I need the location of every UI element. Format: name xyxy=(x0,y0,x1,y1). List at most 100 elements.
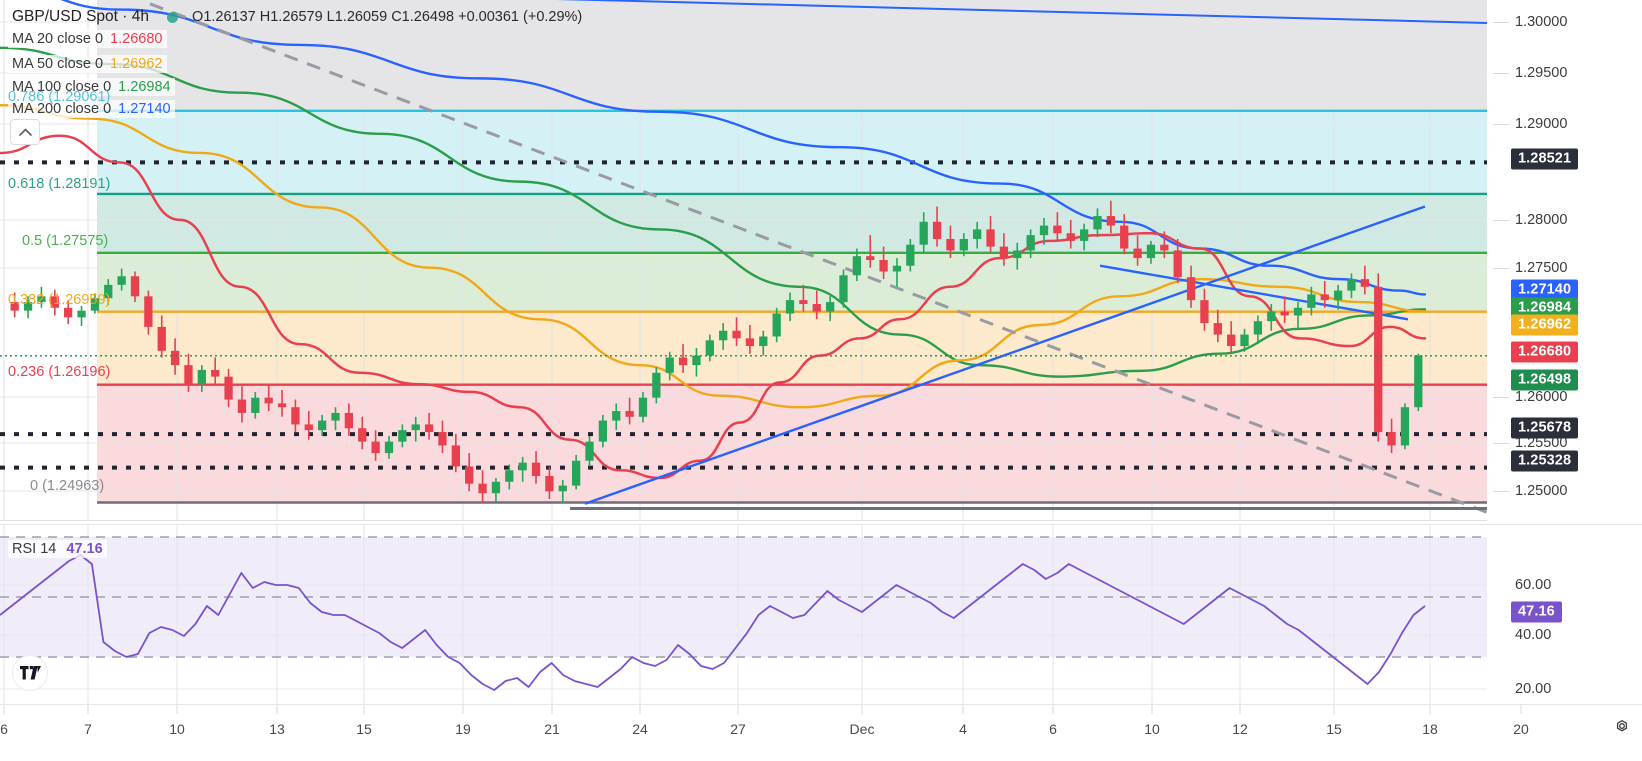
candlestick[interactable] xyxy=(251,397,260,413)
candlestick[interactable] xyxy=(1333,290,1343,301)
candlestick[interactable] xyxy=(465,466,474,484)
candlestick[interactable] xyxy=(1400,407,1410,446)
candlestick[interactable] xyxy=(946,238,955,251)
candlestick[interactable] xyxy=(264,397,273,404)
candlestick[interactable] xyxy=(665,357,674,373)
candlestick[interactable] xyxy=(1280,311,1289,316)
candlestick[interactable] xyxy=(879,260,888,272)
ma-legend-row[interactable]: MA 200 close 0 1.27140 xyxy=(8,100,175,118)
candlestick[interactable] xyxy=(130,276,140,297)
candlestick[interactable] xyxy=(451,445,460,467)
candlestick[interactable] xyxy=(371,441,380,454)
rsi-axis[interactable]: 60.00 40.00 20.00 47.16 xyxy=(1487,525,1642,705)
candlestick[interactable] xyxy=(211,369,220,377)
candlestick[interactable] xyxy=(812,303,821,312)
candlestick[interactable] xyxy=(398,430,407,442)
trendline-top[interactable] xyxy=(0,0,1487,24)
candlestick[interactable] xyxy=(852,256,862,276)
candlestick[interactable] xyxy=(1360,279,1369,287)
candlestick[interactable] xyxy=(652,372,661,398)
candlestick[interactable] xyxy=(424,424,434,433)
rsi-settings-gear-icon[interactable] xyxy=(1612,716,1632,736)
candlestick[interactable] xyxy=(612,411,621,421)
price-plot-area[interactable] xyxy=(0,0,1487,521)
candlestick[interactable] xyxy=(1320,294,1329,301)
price-axis-badge[interactable]: 1.26680 xyxy=(1511,341,1579,363)
candlestick[interactable] xyxy=(505,470,514,482)
candlestick[interactable] xyxy=(545,476,554,492)
collapse-pane-button[interactable] xyxy=(10,119,40,145)
candlestick[interactable] xyxy=(1146,244,1156,259)
price-axis-badge[interactable]: 1.25328 xyxy=(1511,450,1579,472)
price-axis[interactable]: 1.30000 1.29500 1.29000 1.28000 1.27500 1.260… xyxy=(1487,0,1642,520)
candlestick[interactable] xyxy=(1374,286,1383,433)
price-axis-badge[interactable]: 1.26962 xyxy=(1511,314,1579,336)
candlestick[interactable] xyxy=(986,229,995,247)
candlestick[interactable] xyxy=(1173,250,1182,278)
candlestick[interactable] xyxy=(518,462,527,471)
candlestick[interactable] xyxy=(104,284,113,299)
candlestick[interactable] xyxy=(1307,294,1316,308)
candlestick[interactable] xyxy=(705,340,714,356)
candlestick[interactable] xyxy=(1093,216,1102,230)
price-axis-badge[interactable]: 1.25678 xyxy=(1511,417,1579,439)
rsi-axis-badge[interactable]: 47.16 xyxy=(1511,601,1562,623)
candlestick[interactable] xyxy=(77,310,86,318)
trendline-descending-short[interactable] xyxy=(1099,264,1409,321)
candlestick[interactable] xyxy=(491,481,501,494)
candlestick[interactable] xyxy=(932,221,942,239)
candlestick[interactable] xyxy=(973,229,982,239)
candlestick[interactable] xyxy=(1267,311,1276,322)
candlestick[interactable] xyxy=(318,420,327,431)
candlestick[interactable] xyxy=(358,428,367,442)
candlestick[interactable] xyxy=(1253,321,1263,335)
rsi-legend-name[interactable]: RSI 14 xyxy=(12,541,57,557)
candlestick[interactable] xyxy=(638,397,648,417)
candlestick[interactable] xyxy=(1227,334,1236,347)
candlestick[interactable] xyxy=(23,302,33,311)
candlestick[interactable] xyxy=(197,369,206,385)
candlestick[interactable] xyxy=(906,244,915,266)
rsi-plot-area[interactable] xyxy=(0,525,1487,705)
candlestick[interactable] xyxy=(1053,225,1062,234)
candlestick[interactable] xyxy=(1213,323,1222,335)
candlestick[interactable] xyxy=(117,276,126,285)
candlestick[interactable] xyxy=(1200,300,1209,324)
candlestick[interactable] xyxy=(10,302,19,311)
candlestick[interactable] xyxy=(999,246,1009,259)
candlestick[interactable] xyxy=(478,483,487,494)
candlestick[interactable] xyxy=(1186,277,1196,301)
tradingview-logo[interactable] xyxy=(12,655,48,691)
candlestick[interactable] xyxy=(799,300,808,304)
time-axis[interactable]: 6 7 10 13 15 19 21 24 27 Dec 4 6 10 12 15 18 20 xyxy=(0,704,1642,761)
candlestick[interactable] xyxy=(745,338,755,347)
candlestick[interactable] xyxy=(344,412,354,429)
candlestick[interactable] xyxy=(825,302,835,312)
candlestick[interactable] xyxy=(1293,307,1303,316)
candlestick[interactable] xyxy=(558,485,567,492)
candlestick[interactable] xyxy=(37,296,46,303)
rsi-pane[interactable]: 60.00 40.00 20.00 47.16 xyxy=(0,524,1642,705)
candlestick[interactable] xyxy=(64,307,73,318)
candlestick[interactable] xyxy=(759,336,768,347)
candlestick[interactable] xyxy=(170,350,180,366)
candlestick[interactable] xyxy=(1133,248,1142,259)
candlestick[interactable] xyxy=(384,441,394,454)
candlestick[interactable] xyxy=(625,411,634,417)
candlestick[interactable] xyxy=(1039,225,1049,236)
candlestick[interactable] xyxy=(1387,432,1396,446)
candlestick[interactable] xyxy=(304,424,313,431)
candlestick[interactable] xyxy=(1240,334,1249,347)
ma-legend-row[interactable]: MA 50 close 0 1.26962 xyxy=(8,55,167,73)
candlestick[interactable] xyxy=(959,238,968,251)
candlestick[interactable] xyxy=(90,298,100,311)
candlestick[interactable] xyxy=(839,275,848,303)
candlestick[interactable] xyxy=(1414,355,1423,408)
candlestick[interactable] xyxy=(1106,216,1115,226)
price-axis-badge[interactable]: 1.26984 xyxy=(1511,297,1579,319)
candlestick[interactable] xyxy=(598,420,608,442)
candlestick[interactable] xyxy=(1120,225,1129,249)
price-axis-badge[interactable]: 1.28521 xyxy=(1511,148,1579,170)
ma-legend-row[interactable]: MA 100 close 0 1.26984 xyxy=(8,78,175,96)
candlestick[interactable] xyxy=(1347,279,1356,291)
